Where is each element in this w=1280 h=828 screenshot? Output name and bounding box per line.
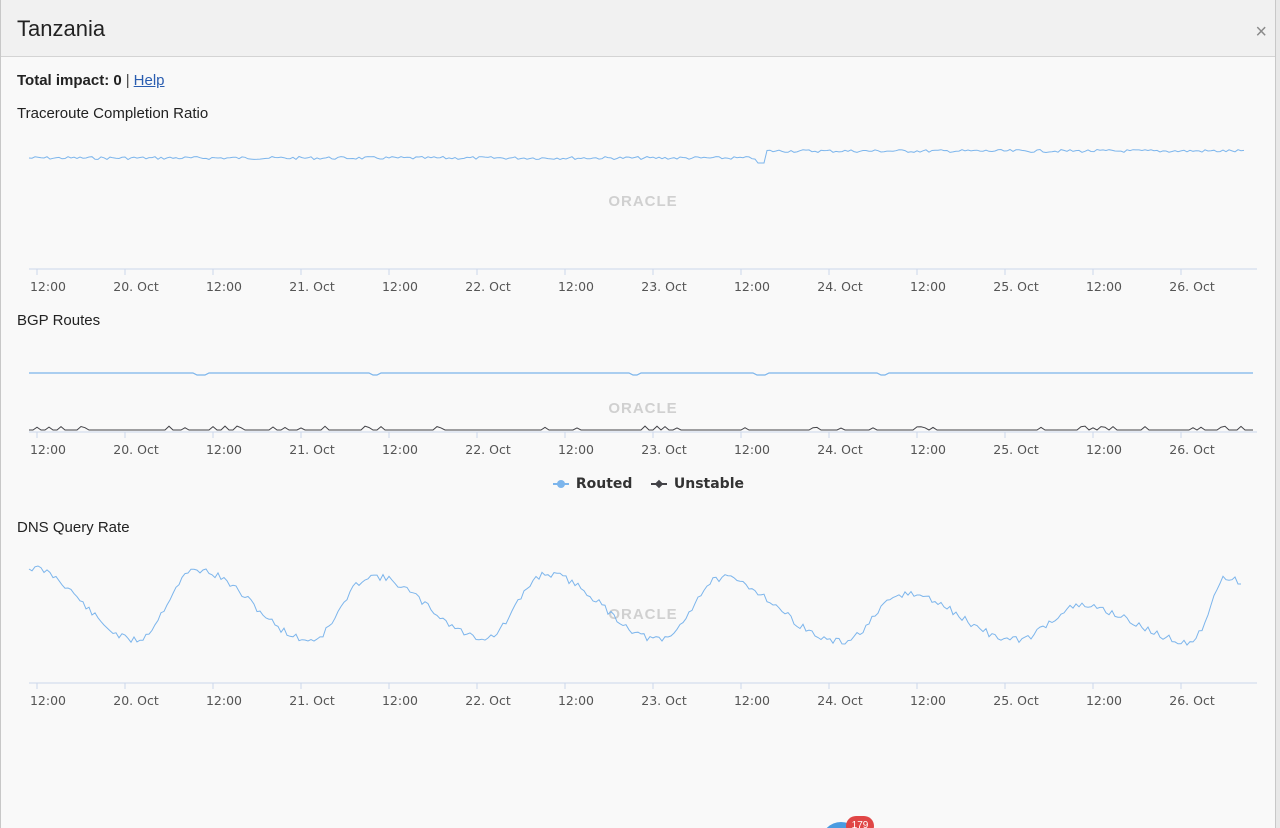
- dns-tick-label: 12:00: [206, 693, 242, 708]
- traceroute-tick-label: 20. Oct: [113, 279, 159, 294]
- dialog-header: Tanzania ×: [1, 0, 1275, 57]
- dns-tick-label: 21. Oct: [289, 693, 335, 708]
- bgp-tick-label: 23. Oct: [641, 442, 687, 457]
- bgp-chart: ORACLE 12:00 20. Oct 12:00 21. Oct 12:00 22. O…: [29, 372, 1257, 457]
- dns-tick-label: 20. Oct: [113, 693, 159, 708]
- traceroute-chart-title: Traceroute Completion Ratio: [17, 105, 209, 122]
- dns-tick-label: 12:00: [910, 693, 946, 708]
- traceroute-tick-label: 23. Oct: [641, 279, 687, 294]
- traceroute-tick-label: 12:00: [1086, 279, 1122, 294]
- traceroute-tick-label: 25. Oct: [993, 279, 1039, 294]
- bgp-tick-label: 12:00: [30, 442, 66, 457]
- dns-tick-label: 24. Oct: [817, 693, 863, 708]
- unstable-marker-icon: [651, 479, 667, 489]
- dns-chart: ORACLE 12:00 20. Oct 12:00 21. Oct 12:00 22. O…: [28, 565, 1257, 708]
- bgp-tick-label: 22. Oct: [465, 442, 511, 457]
- traceroute-series-line: [28, 148, 1245, 164]
- bgp-tick-label: 12:00: [558, 442, 594, 457]
- dns-tick-label: 22. Oct: [465, 693, 511, 708]
- traceroute-tick-label: 12:00: [206, 279, 242, 294]
- bgp-tick-label: 25. Oct: [993, 442, 1039, 457]
- dns-tick-label: 23. Oct: [641, 693, 687, 708]
- separator: |: [125, 72, 130, 89]
- dns-tick-label: 12:00: [30, 693, 66, 708]
- notification-widget[interactable]: 179: [821, 816, 881, 828]
- bgp-chart-title: BGP Routes: [17, 312, 101, 329]
- traceroute-chart: ORACLE 12:00 20. Oct 12:00 21. Oct 12:00 22. O…: [28, 148, 1257, 294]
- traceroute-tick-label: 12:00: [910, 279, 946, 294]
- bgp-tick-label: 12:00: [910, 442, 946, 457]
- dns-tick-label: 12:00: [1086, 693, 1122, 708]
- dns-chart-title: DNS Query Rate: [17, 519, 130, 536]
- bgp-tick-label: 12:00: [734, 442, 770, 457]
- help-link[interactable]: Help: [133, 72, 165, 89]
- bgp-tick-label: 24. Oct: [817, 442, 863, 457]
- dns-tick-label: 25. Oct: [993, 693, 1039, 708]
- routed-marker-icon: [553, 480, 569, 488]
- bgp-tick-label: 12:00: [206, 442, 242, 457]
- bgp-tick-label: 20. Oct: [113, 442, 159, 457]
- dns-series-line: [28, 565, 1241, 646]
- traceroute-tick-label: 12:00: [30, 279, 66, 294]
- traceroute-tick-label: 12:00: [558, 279, 594, 294]
- legend-unstable-label: Unstable: [673, 476, 744, 492]
- bgp-tick-label: 21. Oct: [289, 442, 335, 457]
- traceroute-watermark: ORACLE: [608, 193, 677, 210]
- traceroute-tick-label: 12:00: [734, 279, 770, 294]
- close-icon[interactable]: ×: [1255, 21, 1267, 43]
- total-impact-label: Total impact: 0: [17, 72, 122, 89]
- chat-bubble-icon[interactable]: [821, 822, 861, 828]
- traceroute-tick-label: 12:00: [382, 279, 418, 294]
- traceroute-tick-label: 21. Oct: [289, 279, 335, 294]
- legend-unstable[interactable]: Unstable: [651, 476, 744, 492]
- bgp-legend: Routed Unstable: [1, 476, 1275, 496]
- dialog-title: Tanzania: [17, 16, 106, 41]
- dns-watermark: ORACLE: [608, 606, 677, 623]
- traceroute-tick-label: 26. Oct: [1169, 279, 1215, 294]
- routed-series-line: [29, 372, 1253, 376]
- dns-tick-label: 12:00: [382, 693, 418, 708]
- bgp-tick-label: 12:00: [382, 442, 418, 457]
- notification-badge: 179: [846, 816, 874, 828]
- bgp-tick-label: 26. Oct: [1169, 442, 1215, 457]
- dns-tick-label: 12:00: [734, 693, 770, 708]
- legend-routed-label: Routed: [575, 476, 633, 492]
- legend-routed[interactable]: Routed: [553, 476, 632, 492]
- bgp-watermark: ORACLE: [608, 400, 677, 417]
- bgp-tick-label: 12:00: [1086, 442, 1122, 457]
- dns-tick-label: 26. Oct: [1169, 693, 1215, 708]
- unstable-series-line: [29, 425, 1253, 431]
- traceroute-tick-label: 24. Oct: [817, 279, 863, 294]
- traceroute-tick-label: 22. Oct: [465, 279, 511, 294]
- dns-tick-label: 12:00: [558, 693, 594, 708]
- impact-row: Total impact: 0 | Help: [17, 72, 165, 89]
